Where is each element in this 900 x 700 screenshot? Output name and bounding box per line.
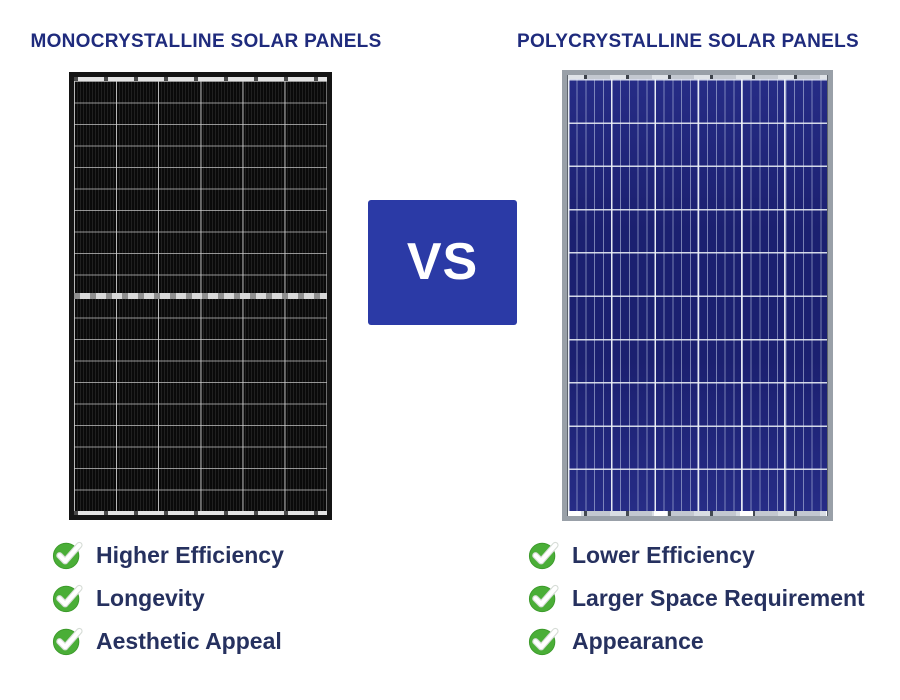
check-circle-icon (52, 625, 84, 657)
feature-label: Longevity (96, 584, 205, 611)
vs-label: VS (406, 232, 479, 291)
feature-item: Larger Space Requirement (528, 581, 865, 615)
feature-label: Appearance (572, 627, 704, 654)
feature-item: Appearance (528, 624, 865, 658)
poly-features-list: Lower Efficiency Larger Space Requiremen… (528, 538, 865, 658)
right-panel-title: POLYCRYSTALLINE SOLAR PANELS (517, 31, 859, 52)
mono-panel-cell-grid (74, 81, 327, 511)
feature-item: Aesthetic Appeal (52, 624, 284, 658)
check-circle-icon (528, 582, 560, 614)
check-circle-icon (52, 582, 84, 614)
check-circle-icon (52, 539, 84, 571)
left-panel-title: MONOCRYSTALLINE SOLAR PANELS (30, 31, 382, 52)
feature-item: Higher Efficiency (52, 538, 284, 572)
mono-panel-top-busbar (74, 77, 327, 81)
check-circle-icon (528, 625, 560, 657)
poly-panel-cell-grid (568, 79, 827, 511)
feature-item: Longevity (52, 581, 284, 615)
mono-panel-bottom-busbar (74, 511, 327, 515)
feature-label: Aesthetic Appeal (96, 627, 282, 654)
poly-panel-bottom-edge (568, 511, 827, 516)
mono-features-list: Higher Efficiency Longevity Aesthetic (52, 538, 284, 658)
polycrystalline-panel-image (562, 70, 833, 521)
feature-item: Lower Efficiency (528, 538, 865, 572)
monocrystalline-panel-image (69, 72, 332, 520)
feature-label: Larger Space Requirement (572, 584, 865, 611)
vs-badge: VS (368, 200, 517, 325)
poly-panel-top-edge (568, 75, 827, 79)
check-circle-icon (528, 539, 560, 571)
feature-label: Lower Efficiency (572, 541, 755, 568)
mono-panel-middle-busbar (74, 293, 327, 299)
feature-label: Higher Efficiency (96, 541, 284, 568)
